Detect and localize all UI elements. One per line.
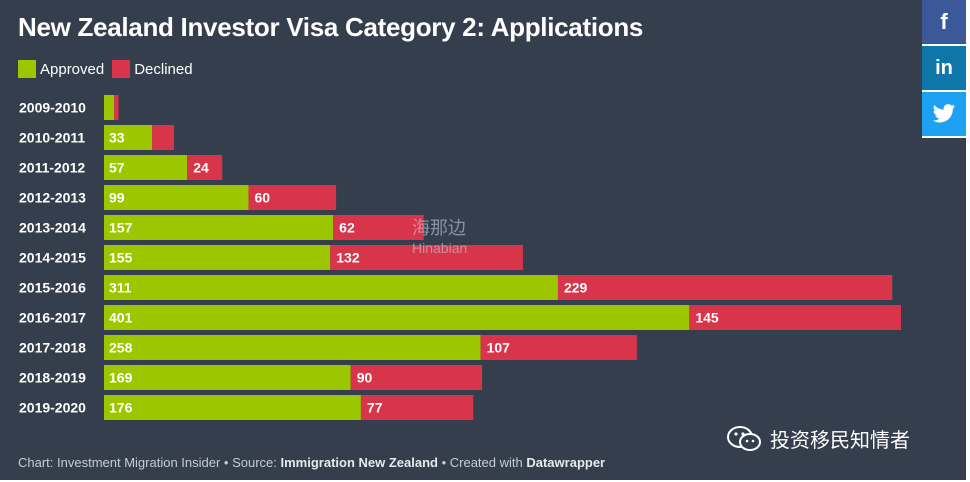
value-label-approved: 157 — [109, 220, 133, 236]
legend-item-declined: Declined — [112, 60, 193, 78]
value-label-approved: 33 — [109, 130, 125, 146]
category-label: 2017-2018 — [19, 340, 86, 356]
bar-approved — [104, 395, 361, 420]
legend-item-approved: Approved — [18, 60, 104, 78]
value-label-declined: 77 — [367, 400, 383, 416]
facebook-share-button[interactable]: f — [922, 0, 966, 46]
footer-source: Immigration New Zealand — [280, 455, 438, 470]
bar-declined — [480, 335, 637, 360]
bar-declined — [333, 215, 424, 240]
watermark-chinese: 海那边 — [412, 218, 466, 238]
bar-approved — [104, 335, 481, 360]
wechat-badge: 投资移民知情者 — [726, 424, 910, 453]
value-label-declined: 132 — [336, 250, 360, 266]
value-label-approved: 169 — [109, 370, 133, 386]
category-label: 2019-2020 — [19, 400, 86, 416]
bar-approved — [104, 185, 249, 210]
category-label: 2010-2011 — [19, 130, 85, 146]
value-label-declined: 24 — [193, 160, 209, 176]
bar-approved — [104, 305, 690, 330]
legend-swatch-declined — [112, 60, 131, 78]
category-label: 2012-2013 — [19, 190, 86, 206]
bar-chart: 2009-2010 2010-2011 33 2011-2012 57 24 2012-20… — [19, 95, 901, 420]
category-label: 2011-2012 — [19, 160, 85, 176]
chart-footer: Chart: Investment Migration Insider • So… — [18, 455, 605, 470]
facebook-icon: f — [940, 9, 948, 34]
value-label-approved: 99 — [109, 190, 125, 206]
social-share-bar: f in — [922, 0, 966, 138]
wechat-icon — [727, 425, 761, 451]
wechat-label: 投资移民知情者 — [770, 430, 910, 452]
value-label-approved: 176 — [109, 400, 133, 416]
legend: Approved Declined — [18, 60, 201, 78]
value-label-declined: 145 — [695, 310, 719, 326]
bar-approved — [104, 365, 351, 390]
bar-approved — [104, 125, 153, 150]
value-label-approved: 401 — [109, 310, 133, 326]
linkedin-share-button[interactable]: in — [922, 46, 966, 92]
bar-declined — [350, 365, 483, 390]
category-label: 2014-2015 — [19, 250, 86, 266]
value-label-declined: 60 — [255, 190, 271, 206]
watermark-latin: Hinabian — [412, 240, 468, 256]
category-label: 2016-2017 — [19, 310, 86, 326]
legend-swatch-approved — [18, 60, 36, 78]
legend-label-declined: Declined — [134, 60, 193, 78]
category-label: 2018-2019 — [19, 370, 86, 386]
bar-declined — [187, 155, 223, 180]
category-label: 2015-2016 — [19, 280, 86, 296]
bar-declined — [689, 305, 901, 330]
bar-declined — [152, 125, 175, 150]
bar-approved — [104, 95, 115, 120]
category-label: 2009-2010 — [19, 100, 86, 116]
twitter-share-button[interactable] — [922, 92, 966, 138]
bar-approved — [104, 215, 334, 240]
bar-approved — [104, 275, 558, 300]
bar-approved — [104, 245, 331, 270]
value-label-approved: 311 — [109, 280, 132, 296]
footer-tool: Datawrapper — [526, 455, 606, 470]
legend-label-approved: Approved — [40, 60, 105, 78]
chart-title: New Zealand Investor Visa Category 2: Ap… — [18, 12, 644, 42]
bar-declined — [330, 245, 523, 270]
bar-declined — [248, 185, 337, 210]
footer-mid: • Created with — [437, 455, 527, 470]
category-label: 2013-2014 — [19, 220, 86, 236]
bar-approved — [104, 155, 188, 180]
value-label-declined: 90 — [357, 370, 373, 386]
linkedin-icon: in — [935, 56, 953, 79]
value-label-approved: 57 — [109, 160, 125, 176]
watermark: 海那边 Hinabian — [412, 218, 467, 258]
footer-prefix: Chart: Investment Migration Insider • So… — [18, 455, 281, 470]
value-label-declined: 229 — [564, 280, 588, 296]
value-label-declined: 62 — [339, 220, 355, 236]
value-label-declined: 107 — [487, 340, 511, 356]
bar-declined — [360, 395, 474, 420]
bar-declined — [557, 275, 893, 300]
bar-declined — [114, 95, 119, 120]
value-label-approved: 258 — [109, 340, 133, 356]
twitter-icon — [932, 104, 955, 123]
value-label-approved: 155 — [109, 250, 133, 266]
